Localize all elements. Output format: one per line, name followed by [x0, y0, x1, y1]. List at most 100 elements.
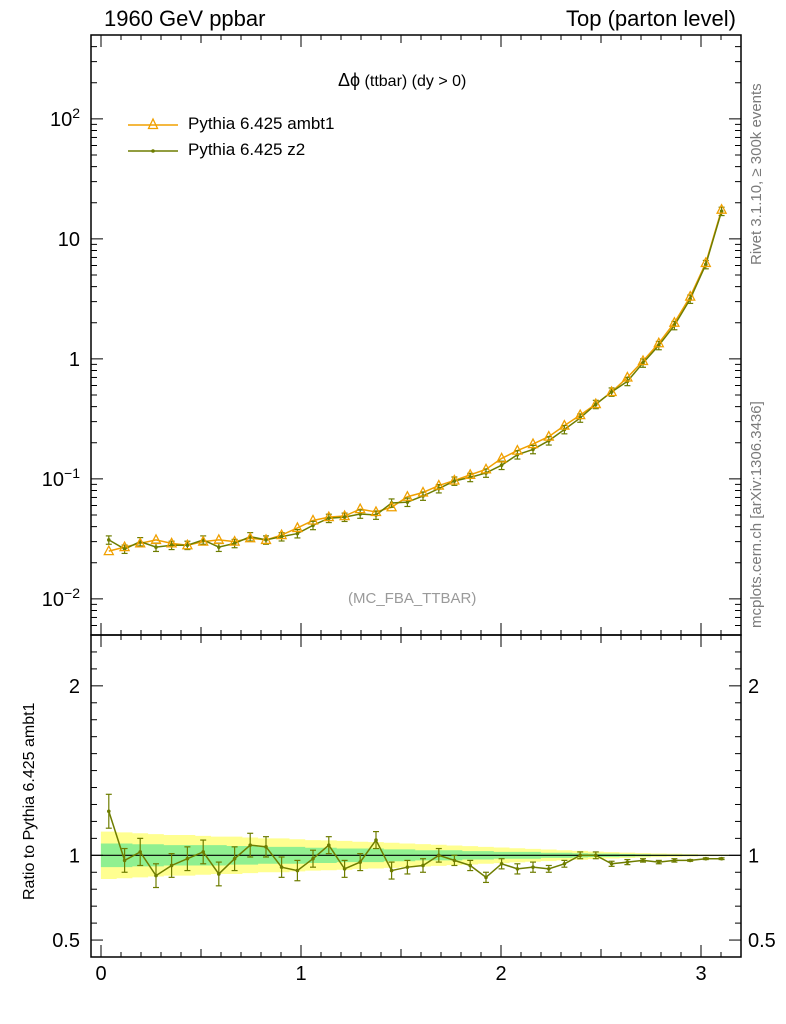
ambt1-point: [119, 540, 131, 552]
z2-point: [531, 447, 535, 452]
z2-point: [232, 541, 237, 546]
z2-point: [154, 545, 158, 549]
ratio-y-tick-label-left: 2: [69, 676, 80, 698]
x-tick-label: 1: [295, 963, 306, 985]
ratio-point: [704, 856, 708, 861]
z2-point: [499, 463, 504, 468]
ratio-point: [389, 868, 394, 873]
ambt1-point: [307, 514, 319, 525]
ratio-point: [562, 861, 567, 866]
ratio-point: [578, 853, 582, 858]
y-tick-label: 10−1: [42, 465, 80, 491]
z2-point: [264, 538, 268, 542]
ambt1-point: [323, 510, 335, 522]
y-tick-label: 102: [50, 105, 80, 131]
ratio-point: [169, 863, 174, 868]
mcplots-label: mcplots.cern.ch [arXiv:1306.3436]: [748, 401, 765, 628]
z2-point: [452, 479, 457, 483]
ambt1-point: [527, 437, 539, 449]
ratio-point: [264, 845, 268, 849]
ambt1-point: [433, 479, 445, 490]
ratio-point: [531, 865, 535, 869]
ratio-y-axis-label: Ratio to Pythia 6.425 ambt1: [21, 702, 38, 900]
plot-title-symbol: Δϕ: [338, 70, 361, 90]
ratio-point: [358, 860, 363, 864]
ratio-point: [609, 861, 614, 866]
header-process: Top (parton level): [566, 6, 736, 31]
series-line-z2: [108, 211, 723, 550]
plot-title-text: (ttbar) (dy > 0): [360, 73, 467, 90]
ambt1-point: [637, 354, 649, 366]
ambt1-point: [543, 430, 555, 441]
z2-point: [185, 543, 190, 548]
ambt1-point: [229, 535, 241, 546]
ambt1-point: [150, 533, 162, 545]
z2-point: [609, 390, 614, 394]
z2-point: [107, 538, 111, 542]
ratio-point: [311, 856, 315, 861]
ambt1-point: [166, 536, 178, 548]
ratio-point: [688, 858, 692, 863]
ambt1-point: [244, 531, 256, 543]
ambt1-point: [684, 290, 696, 301]
ratio-point: [625, 860, 630, 864]
legend-marker-ambt1: [147, 117, 159, 130]
ambt1-point: [606, 385, 618, 397]
ratio-point: [515, 867, 520, 871]
ambt1-point: [448, 474, 460, 485]
ratio-point: [248, 843, 252, 847]
ambt1-point: [621, 371, 633, 382]
ambt1-point: [354, 502, 366, 514]
ratio-point: [279, 865, 284, 869]
ratio-y-tick-label-right: 1: [748, 845, 759, 867]
legend-label-ambt1: Pythia 6.425 ambt1: [188, 114, 335, 133]
ambt1-point: [496, 452, 508, 463]
ratio-point: [405, 865, 410, 869]
plot-title: Δϕ (ttbar) (dy > 0): [338, 70, 466, 91]
ambt1-point: [558, 419, 570, 430]
ratio-point: [452, 858, 457, 863]
ratio-point: [138, 850, 142, 854]
z2-point: [342, 515, 347, 519]
ratio-y-tick-label-left: 0.5: [52, 930, 80, 952]
x-tick-label: 0: [95, 963, 106, 985]
ratio-point: [342, 867, 347, 871]
ambt1-point: [590, 397, 602, 409]
ambt1-point: [213, 533, 225, 545]
z2-point: [704, 262, 708, 267]
y-tick-label: 1: [69, 349, 80, 371]
ratio-point: [672, 858, 677, 863]
series-line-ambt1: [108, 209, 723, 552]
ratio-point: [154, 873, 158, 878]
ratio-point: [437, 853, 441, 858]
ratio-point: [484, 875, 488, 880]
x-tick-label: 3: [695, 963, 706, 985]
ratio-plot-frame: [90, 634, 742, 958]
y-tick-label: 10: [58, 229, 80, 251]
ratio-point: [122, 858, 127, 863]
ambt1-point: [480, 462, 492, 474]
ambt1-point: [103, 544, 115, 556]
ambt1-point: [716, 203, 728, 214]
z2-point: [641, 361, 645, 365]
ambt1-point: [464, 468, 476, 480]
ambt1-point: [291, 521, 303, 533]
ratio-point: [657, 860, 661, 864]
ratio-y-tick-label-left: 1: [69, 845, 80, 867]
ratio-point: [641, 858, 645, 863]
z2-point: [279, 534, 284, 539]
z2-point: [594, 402, 598, 407]
z2-point: [327, 516, 331, 521]
z2-point: [169, 543, 174, 548]
analysis-name: (MC_FBA_TTBAR): [348, 590, 477, 607]
header-energy: 1960 GeV ppbar: [104, 6, 266, 31]
x-tick-label: 2: [495, 963, 506, 985]
z2-point: [405, 500, 410, 504]
ratio-point: [295, 868, 300, 873]
ambt1-point: [386, 500, 398, 512]
ambt1-point: [370, 505, 382, 517]
ratio-y-tick-label-right: 0.5: [748, 930, 776, 952]
ambt1-point: [417, 486, 429, 497]
legend-label-z2: Pythia 6.425 z2: [188, 140, 306, 159]
ratio-point: [719, 856, 724, 861]
